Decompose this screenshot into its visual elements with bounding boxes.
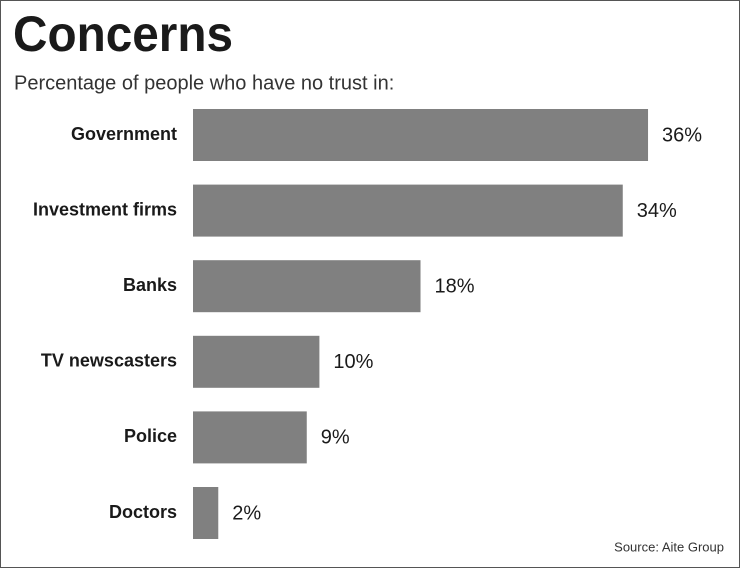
value-label: 10% — [333, 351, 373, 373]
category-label: Government — [71, 124, 177, 144]
value-label: 18% — [435, 275, 475, 297]
bar — [193, 335, 320, 388]
chart-title: Concerns — [13, 6, 233, 62]
value-label: 9% — [321, 427, 350, 449]
bar — [193, 184, 623, 237]
value-label: 34% — [637, 200, 677, 222]
value-label: 2% — [232, 502, 261, 524]
category-label: Investment firms — [33, 199, 177, 219]
value-label: 36% — [662, 124, 702, 146]
category-label: Police — [124, 426, 177, 446]
category-label: Doctors — [109, 502, 177, 522]
bar — [193, 109, 649, 161]
source: Source: Aite Group — [614, 539, 724, 554]
bar — [193, 411, 307, 464]
category-label: TV newscasters — [41, 351, 177, 371]
bar — [193, 260, 421, 313]
bar — [193, 487, 219, 539]
chart-subtitle: Percentage of people who have no trust i… — [14, 72, 394, 94]
category-label: Banks — [123, 275, 177, 295]
